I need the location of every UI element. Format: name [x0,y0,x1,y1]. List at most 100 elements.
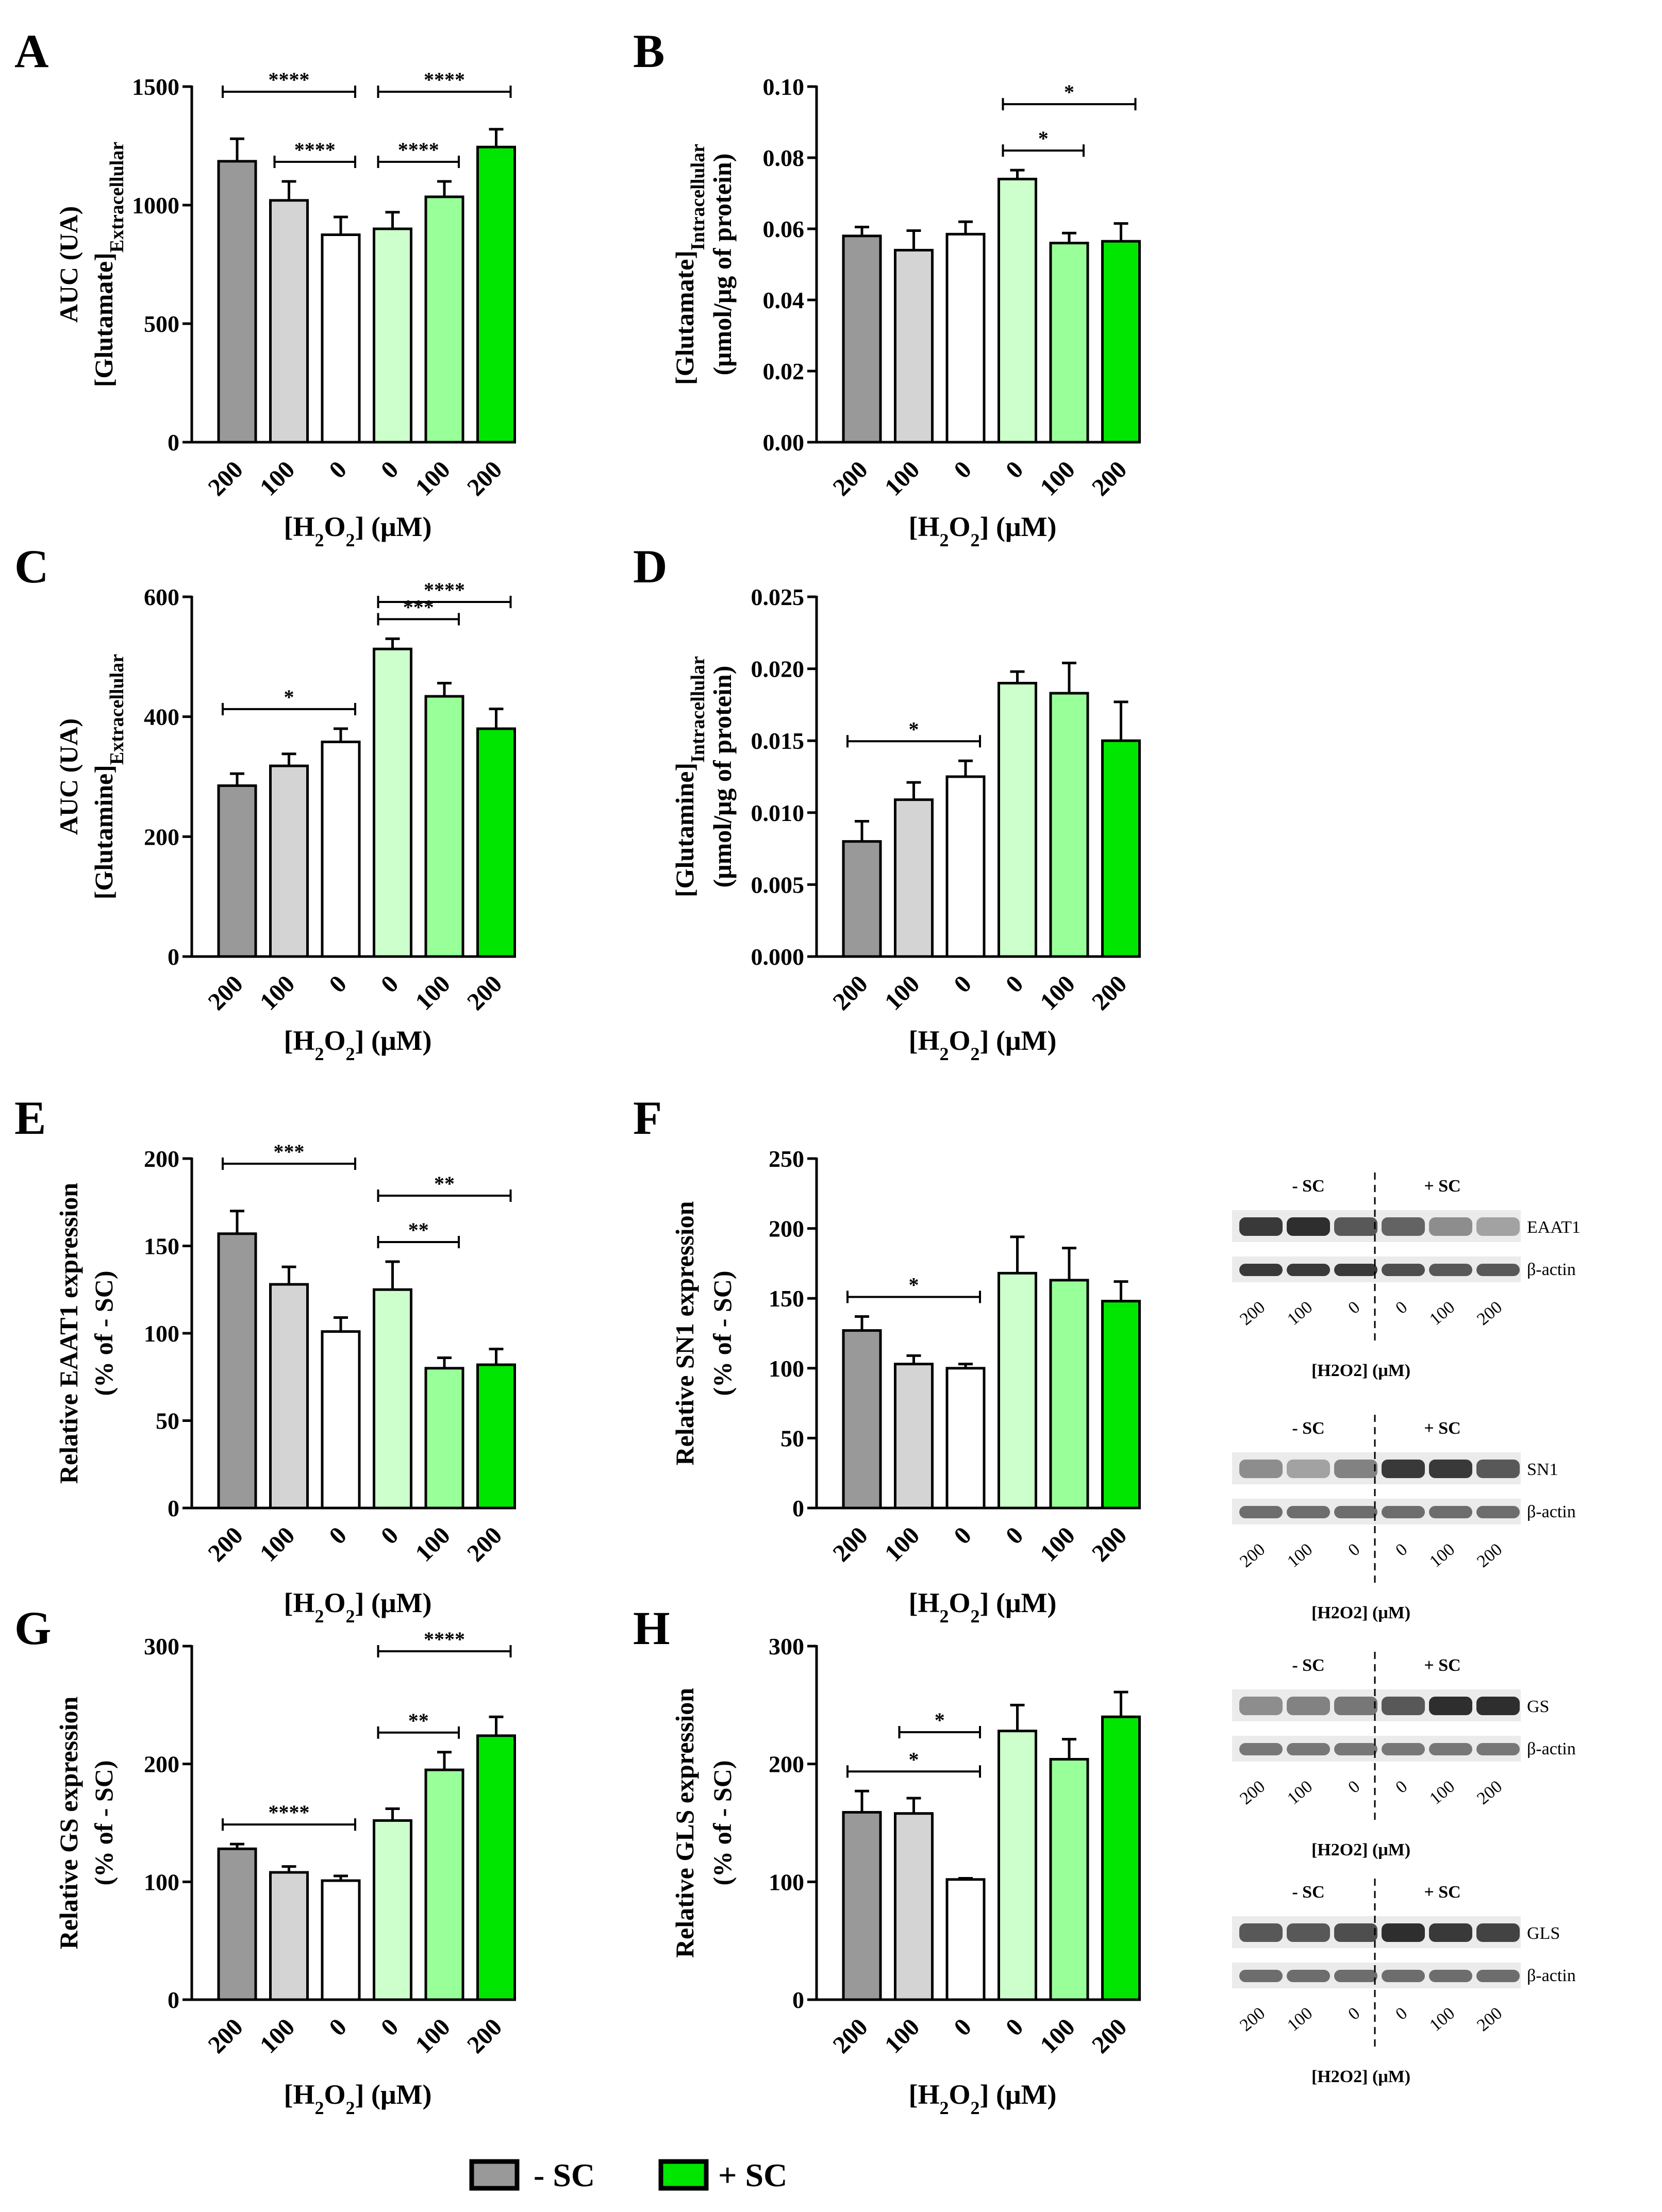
bar-200-pos-sc [1101,1715,1141,2001]
y-tick-label: 1000 [132,192,179,219]
y-tick-label: 0 [792,1495,804,1521]
bar-100-pos-sc [1049,692,1089,958]
blot-band [1287,1217,1330,1236]
y-axis-label: Relative GLS expression [670,1688,699,1958]
bar-100-pos-sc [424,695,464,958]
y-tick-label: 250 [769,1146,804,1172]
blot-band [1287,1506,1330,1518]
y-tick-label: 0 [792,1987,804,2013]
x-axis-label: [H2O2] (μM) [284,511,431,550]
y-tick-label: 0.010 [751,800,805,826]
x-tick-label: 0 [376,970,404,998]
blot-lane-label: 200 [1236,1298,1269,1329]
bar-0-pos-sc [373,227,412,444]
bar-0-neg-sc [945,1878,986,2001]
blot-band [1287,1970,1330,1982]
bar-200-neg-sc [217,160,257,444]
bar-100-neg-sc [894,1812,934,2001]
x-tick-label: 100 [410,970,455,1015]
sig-label: * [909,1748,919,1771]
y-tick-label: 500 [144,311,179,337]
x-tick-label: 0 [1001,1521,1028,1549]
bar-0-neg-sc [945,232,986,444]
y-tick-label: 0.06 [763,216,805,242]
y-tick-label: 200 [144,1146,179,1172]
legend: - SC + SC [469,2157,787,2193]
y-axis-label: [Glutamate]Intracellular [670,144,709,385]
x-tick-label: 0 [324,970,352,998]
blot-band [1382,1743,1425,1755]
bar-100-neg-sc [269,764,309,958]
blot-lane-label: 0 [1344,1777,1364,1797]
blot-control-label: β-actin [1527,1502,1576,1521]
x-tick-label: 200 [203,1521,248,1567]
x-tick-label: 200 [1087,970,1132,1015]
bar-100-neg-sc [269,1871,309,2001]
bar-0-pos-sc [998,1271,1037,1510]
blot-band [1334,1217,1377,1236]
blot-band [1476,1460,1520,1478]
x-tick-label: 0 [949,970,976,998]
blot-band [1287,1923,1330,1942]
y-tick-label: 0.015 [751,728,805,754]
x-tick-label: 0 [949,456,976,483]
bar-0-neg-sc [321,741,361,958]
y-tick-label: 100 [769,1869,804,1895]
y-tick-label: 150 [769,1285,804,1312]
bar-0-pos-sc [998,1730,1037,2001]
x-axis-label: [H2O2] (μM) [908,2079,1056,2118]
blot-lane-label: 200 [1236,2004,1269,2035]
blot-band [1476,1506,1520,1518]
blot-band [1334,1970,1377,1982]
x-tick-label: 200 [1087,2013,1132,2058]
y-axis-label: Relative SN1 expression [670,1201,699,1465]
bar-200-pos-sc [476,1363,516,1510]
x-axis-label: [H2O2] (μM) [908,1025,1056,1064]
bar-100-pos-sc [1049,1279,1089,1510]
bar-200-neg-sc [842,1329,882,1510]
x-tick-label: 0 [324,2013,352,2041]
y-tick-label: 1500 [132,74,179,100]
blot-x-label: [H2O2] (μM) [1311,2067,1410,2086]
x-axis-label: [H2O2] (μM) [284,2079,431,2118]
y-tick-label: 0 [168,1495,179,1521]
bar-100-pos-sc [1049,242,1089,444]
blot-band [1429,1697,1472,1715]
x-tick-label: 0 [1001,970,1028,998]
y-tick-label: 0.10 [763,74,805,100]
blot-pos-label: + SC [1424,1419,1460,1438]
sig-label: *** [274,1140,305,1163]
y-axis-label: Relative EAAT1 expression [54,1183,83,1484]
blot-band [1287,1264,1330,1276]
blot-lane-label: 0 [1344,1298,1364,1318]
x-tick-label: 200 [203,2013,248,2058]
blot-band [1239,1923,1283,1942]
y-tick-label: 0.02 [763,358,805,384]
blot-lane-label: 200 [1473,2004,1506,2035]
blot-lane-label: 0 [1392,1298,1411,1318]
x-tick-label: 0 [949,2013,976,2041]
blot-band [1334,1697,1377,1715]
blot-lane-label: 0 [1392,1777,1411,1797]
legend-label-neg: - SC [534,2157,595,2193]
blot-lane-label: 100 [1426,1298,1458,1329]
bar-200-neg-sc [842,234,882,444]
x-tick-label: 0 [376,1521,404,1549]
panel-letter: G [14,1602,52,1654]
blot-x-label: [H2O2] (μM) [1311,1603,1410,1622]
blot-lane-label: 200 [1473,1777,1506,1808]
bar-200-neg-sc [217,1232,257,1510]
bar-0-pos-sc [998,682,1037,958]
sig-label: **** [269,68,310,91]
bar-100-pos-sc [1049,1758,1089,2001]
x-tick-label: 100 [255,2013,300,2058]
x-tick-label: 100 [410,456,455,501]
blot-band [1287,1697,1330,1715]
y-tick-label: 50 [780,1425,804,1451]
x-tick-label: 200 [827,456,873,501]
blot-lane-label: 100 [1284,1298,1316,1329]
